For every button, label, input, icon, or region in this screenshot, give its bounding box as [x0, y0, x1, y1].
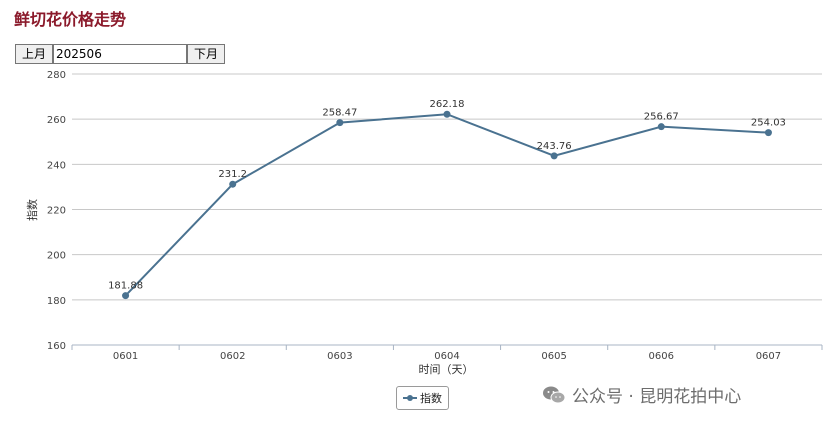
- data-point: [764, 129, 772, 137]
- series-line: [124, 113, 769, 297]
- y-tick-label: 160: [47, 341, 66, 352]
- legend-marker: [403, 393, 417, 403]
- y-tick-label: 180: [47, 296, 66, 307]
- month-input[interactable]: [53, 44, 188, 64]
- data-point: [657, 123, 665, 131]
- prev-month-button[interactable]: 上月: [15, 44, 54, 64]
- y-tick-label: 260: [47, 115, 66, 126]
- x-tick-label: 0606: [649, 351, 674, 362]
- wechat-icon: [543, 386, 566, 403]
- data-label: 262.18: [430, 99, 465, 110]
- y-tick-label: 220: [47, 206, 66, 217]
- data-label: 254.03: [751, 118, 786, 129]
- watermark-text: 公众号 · 昆明花拍中心: [572, 387, 742, 407]
- data-point: [336, 119, 344, 127]
- y-tick-label: 280: [47, 70, 66, 81]
- data-point: [443, 110, 451, 118]
- data-point: [229, 180, 237, 188]
- data-point: [122, 292, 130, 300]
- data-label: 256.67: [644, 112, 679, 123]
- watermark: 公众号 · 昆明花拍中心: [542, 382, 741, 407]
- x-tick-label: 0601: [113, 351, 138, 362]
- x-tick-label: 0607: [756, 351, 781, 362]
- page-title: 鲜切花价格走势: [14, 10, 127, 29]
- x-tick-label: 0604: [434, 351, 459, 362]
- data-label: 231.2: [218, 169, 247, 180]
- data-label: 181.88: [108, 281, 143, 292]
- month-controls: 上月 下月: [15, 44, 226, 64]
- x-axis-label: 时间（天）: [419, 363, 474, 376]
- legend-label: 指数: [420, 392, 442, 405]
- next-month-button[interactable]: 下月: [187, 44, 226, 64]
- legend-item[interactable]: 指数: [396, 386, 449, 410]
- y-tick-label: 240: [47, 160, 66, 171]
- data-label: 243.76: [537, 141, 572, 152]
- data-point: [550, 152, 558, 160]
- x-tick-label: 0603: [327, 351, 352, 362]
- data-label: 258.47: [322, 108, 357, 119]
- x-tick-label: 0602: [220, 351, 245, 362]
- y-tick-label: 200: [47, 251, 66, 262]
- x-tick-label: 0605: [541, 351, 566, 362]
- y-axis-label: 指数: [25, 199, 39, 221]
